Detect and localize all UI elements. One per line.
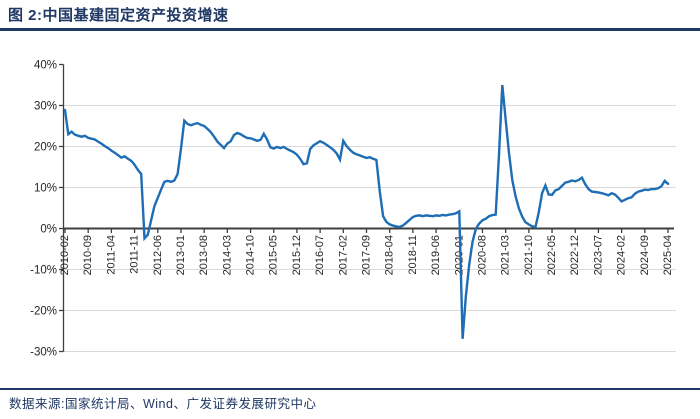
x-tick-label: 2018-04 [384,235,396,275]
x-tick-label: 2024-09 [639,235,651,275]
x-tick-label: 2020-08 [476,235,488,275]
y-tick-label: 30% [34,101,57,113]
x-tick-label: 2019-06 [430,235,442,275]
x-tick-label: 2014-10 [245,235,257,275]
x-tick-label: 2018-11 [407,235,419,275]
y-axis: 40% 30% 20% 10% 0% -10% -20% -30% [30,60,65,359]
gridlines [63,105,676,352]
x-tick-label: 2016-07 [314,235,326,275]
x-tick-label: 2012-06 [152,235,164,275]
x-tick-label: 2010-02 [59,235,71,275]
title-divider [0,28,700,31]
x-tick-label: 2021-03 [500,235,512,275]
source-divider [0,388,700,390]
y-tick-label: -20% [30,306,57,318]
x-tick-label: 2024-02 [616,235,628,275]
data-source-note: 数据来源:国家统计局、Wind、广发证券发展研究中心 [9,397,317,411]
y-tick-label: 20% [34,142,57,154]
x-tick-label: 2025-04 [662,235,674,275]
y-tick-label: -10% [30,265,57,277]
x-tick-label: 2015-12 [291,235,303,275]
x-tick-label: 2013-08 [198,235,210,275]
x-tick-label: 2011-11 [129,235,141,274]
x-tick-label: 2017-09 [361,235,373,275]
x-tick-label: 2013-01 [175,235,187,275]
y-tick-label: -30% [30,347,57,359]
figure-title: 图 2:中国基建固定资产投资增速 [8,7,229,24]
x-tick-label: 2023-07 [592,235,604,275]
x-tick-label: 2010-09 [82,235,94,275]
x-tick-label: 2017-02 [337,235,349,275]
x-axis: 2010-02 2010-09 2011-04 2011-11 2012-06 2013-… [59,227,674,275]
x-tick-label: 2021-10 [523,235,535,275]
y-tick-label: 40% [34,60,57,72]
x-tick-label: 2022-12 [569,235,581,275]
x-tick-label: 2022-05 [546,235,558,275]
y-tick-label: 10% [34,183,57,195]
x-tick-label: 2015-05 [268,235,280,275]
y-tick-label: 0% [40,224,57,236]
series-line [63,84,670,339]
x-tick-label: 2014-03 [221,235,233,275]
x-tick-label: 2011-04 [105,235,117,275]
